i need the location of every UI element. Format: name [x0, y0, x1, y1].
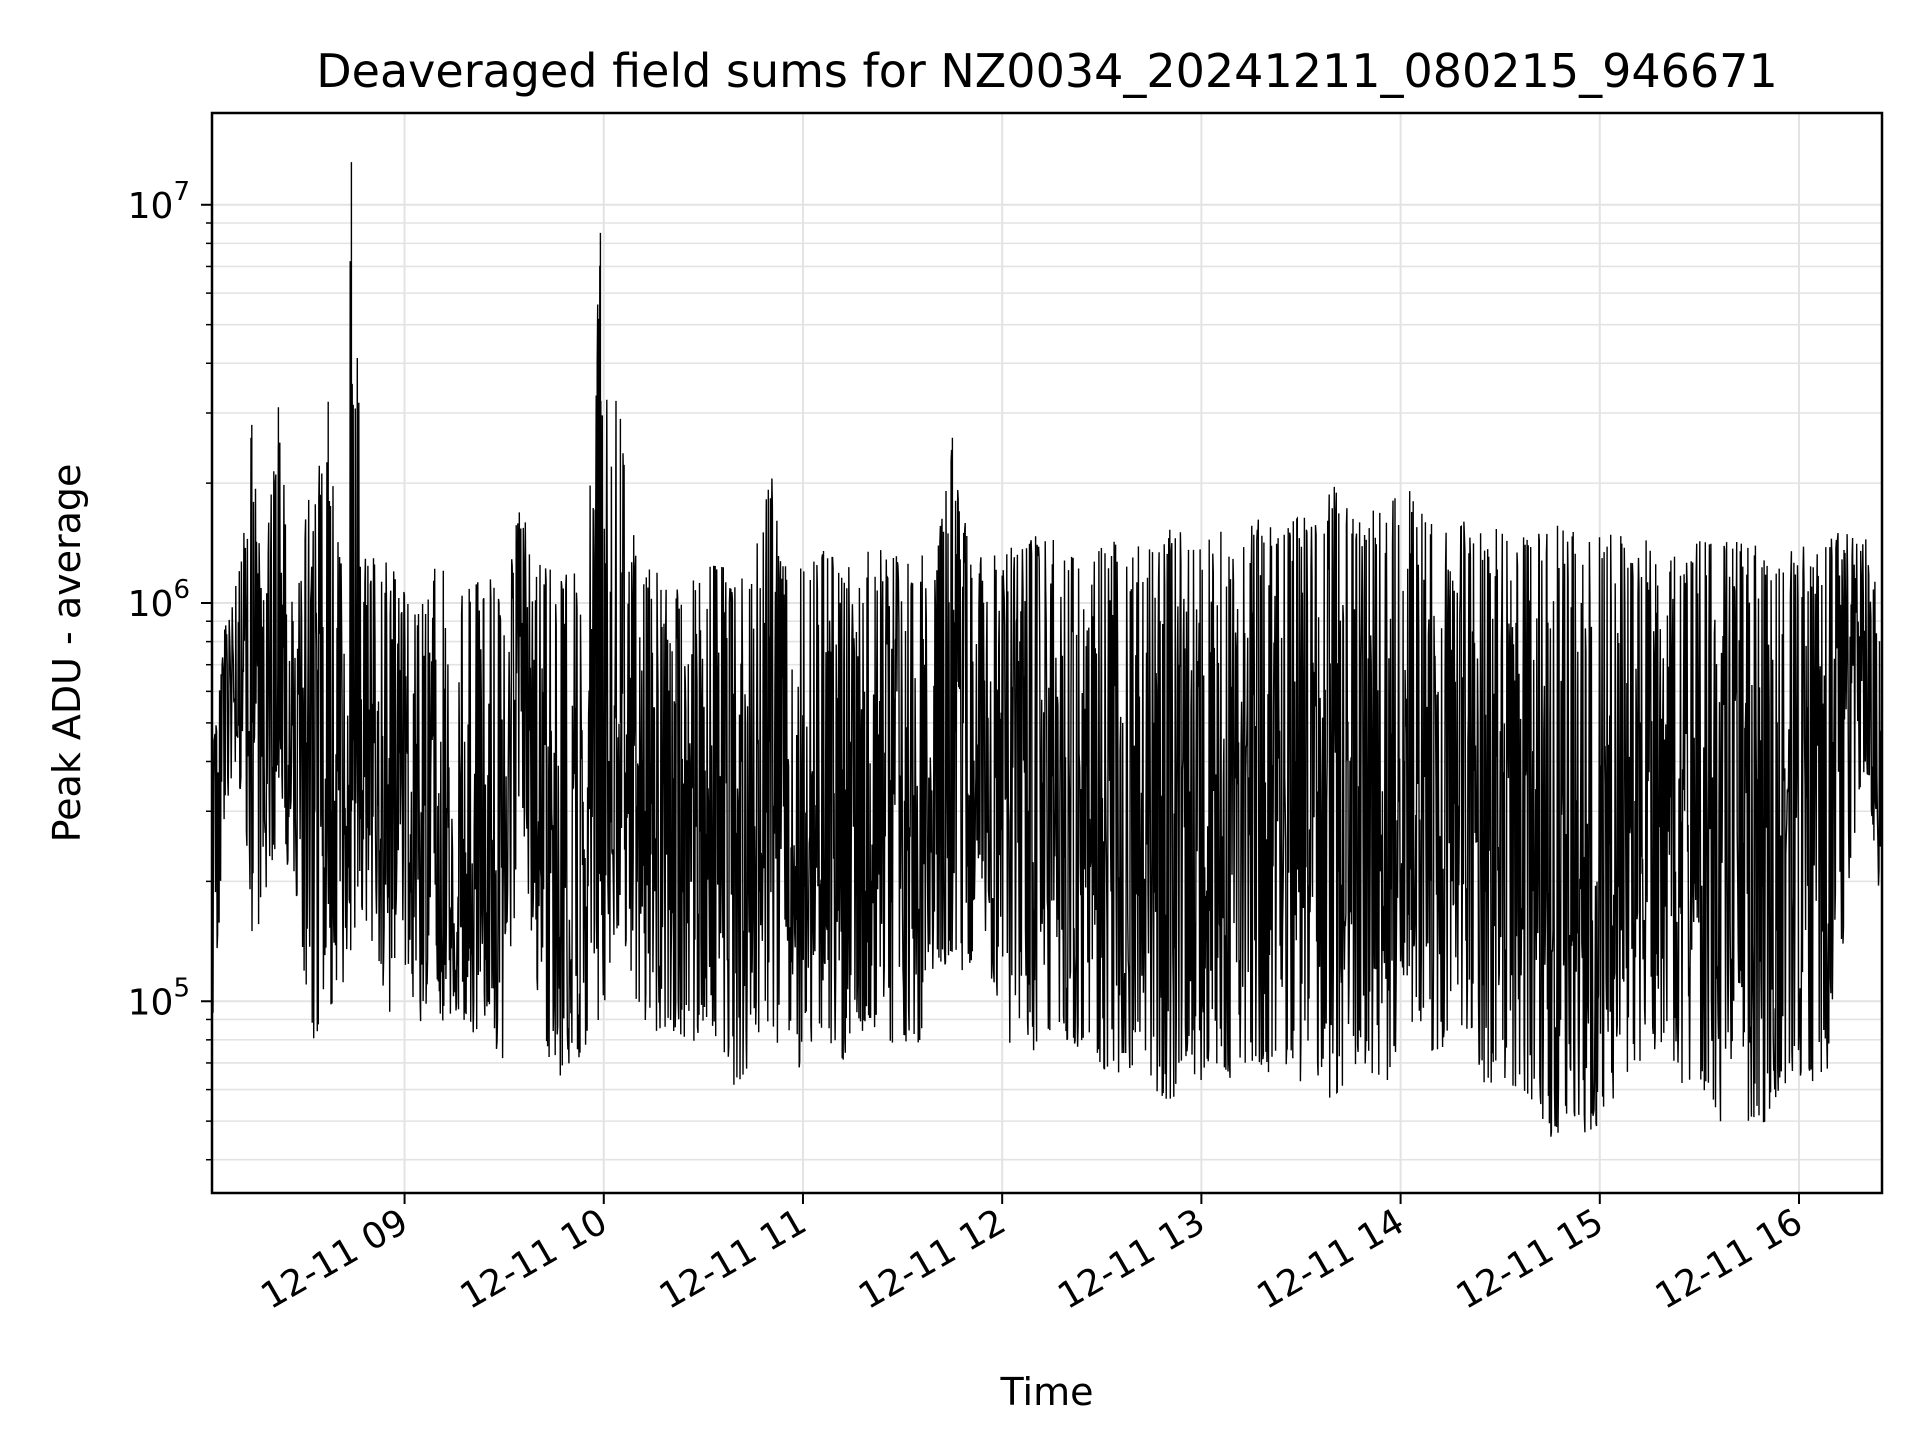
- y-tick-label: 105: [128, 973, 190, 1023]
- plot-frame: [210, 111, 1884, 1195]
- plot-area: [212, 162, 1882, 1137]
- chart-title: Deaveraged field sums for NZ0034_2024121…: [316, 44, 1777, 98]
- y-tick-label: 106: [128, 575, 190, 625]
- y-axis: 105 106 107: [128, 177, 212, 1161]
- series-line: [212, 162, 1882, 1137]
- y-axis-label: Peak ADU - average: [45, 464, 89, 843]
- x-axis-label: Time: [1000, 1370, 1094, 1414]
- y-tick-label: 107: [128, 177, 190, 227]
